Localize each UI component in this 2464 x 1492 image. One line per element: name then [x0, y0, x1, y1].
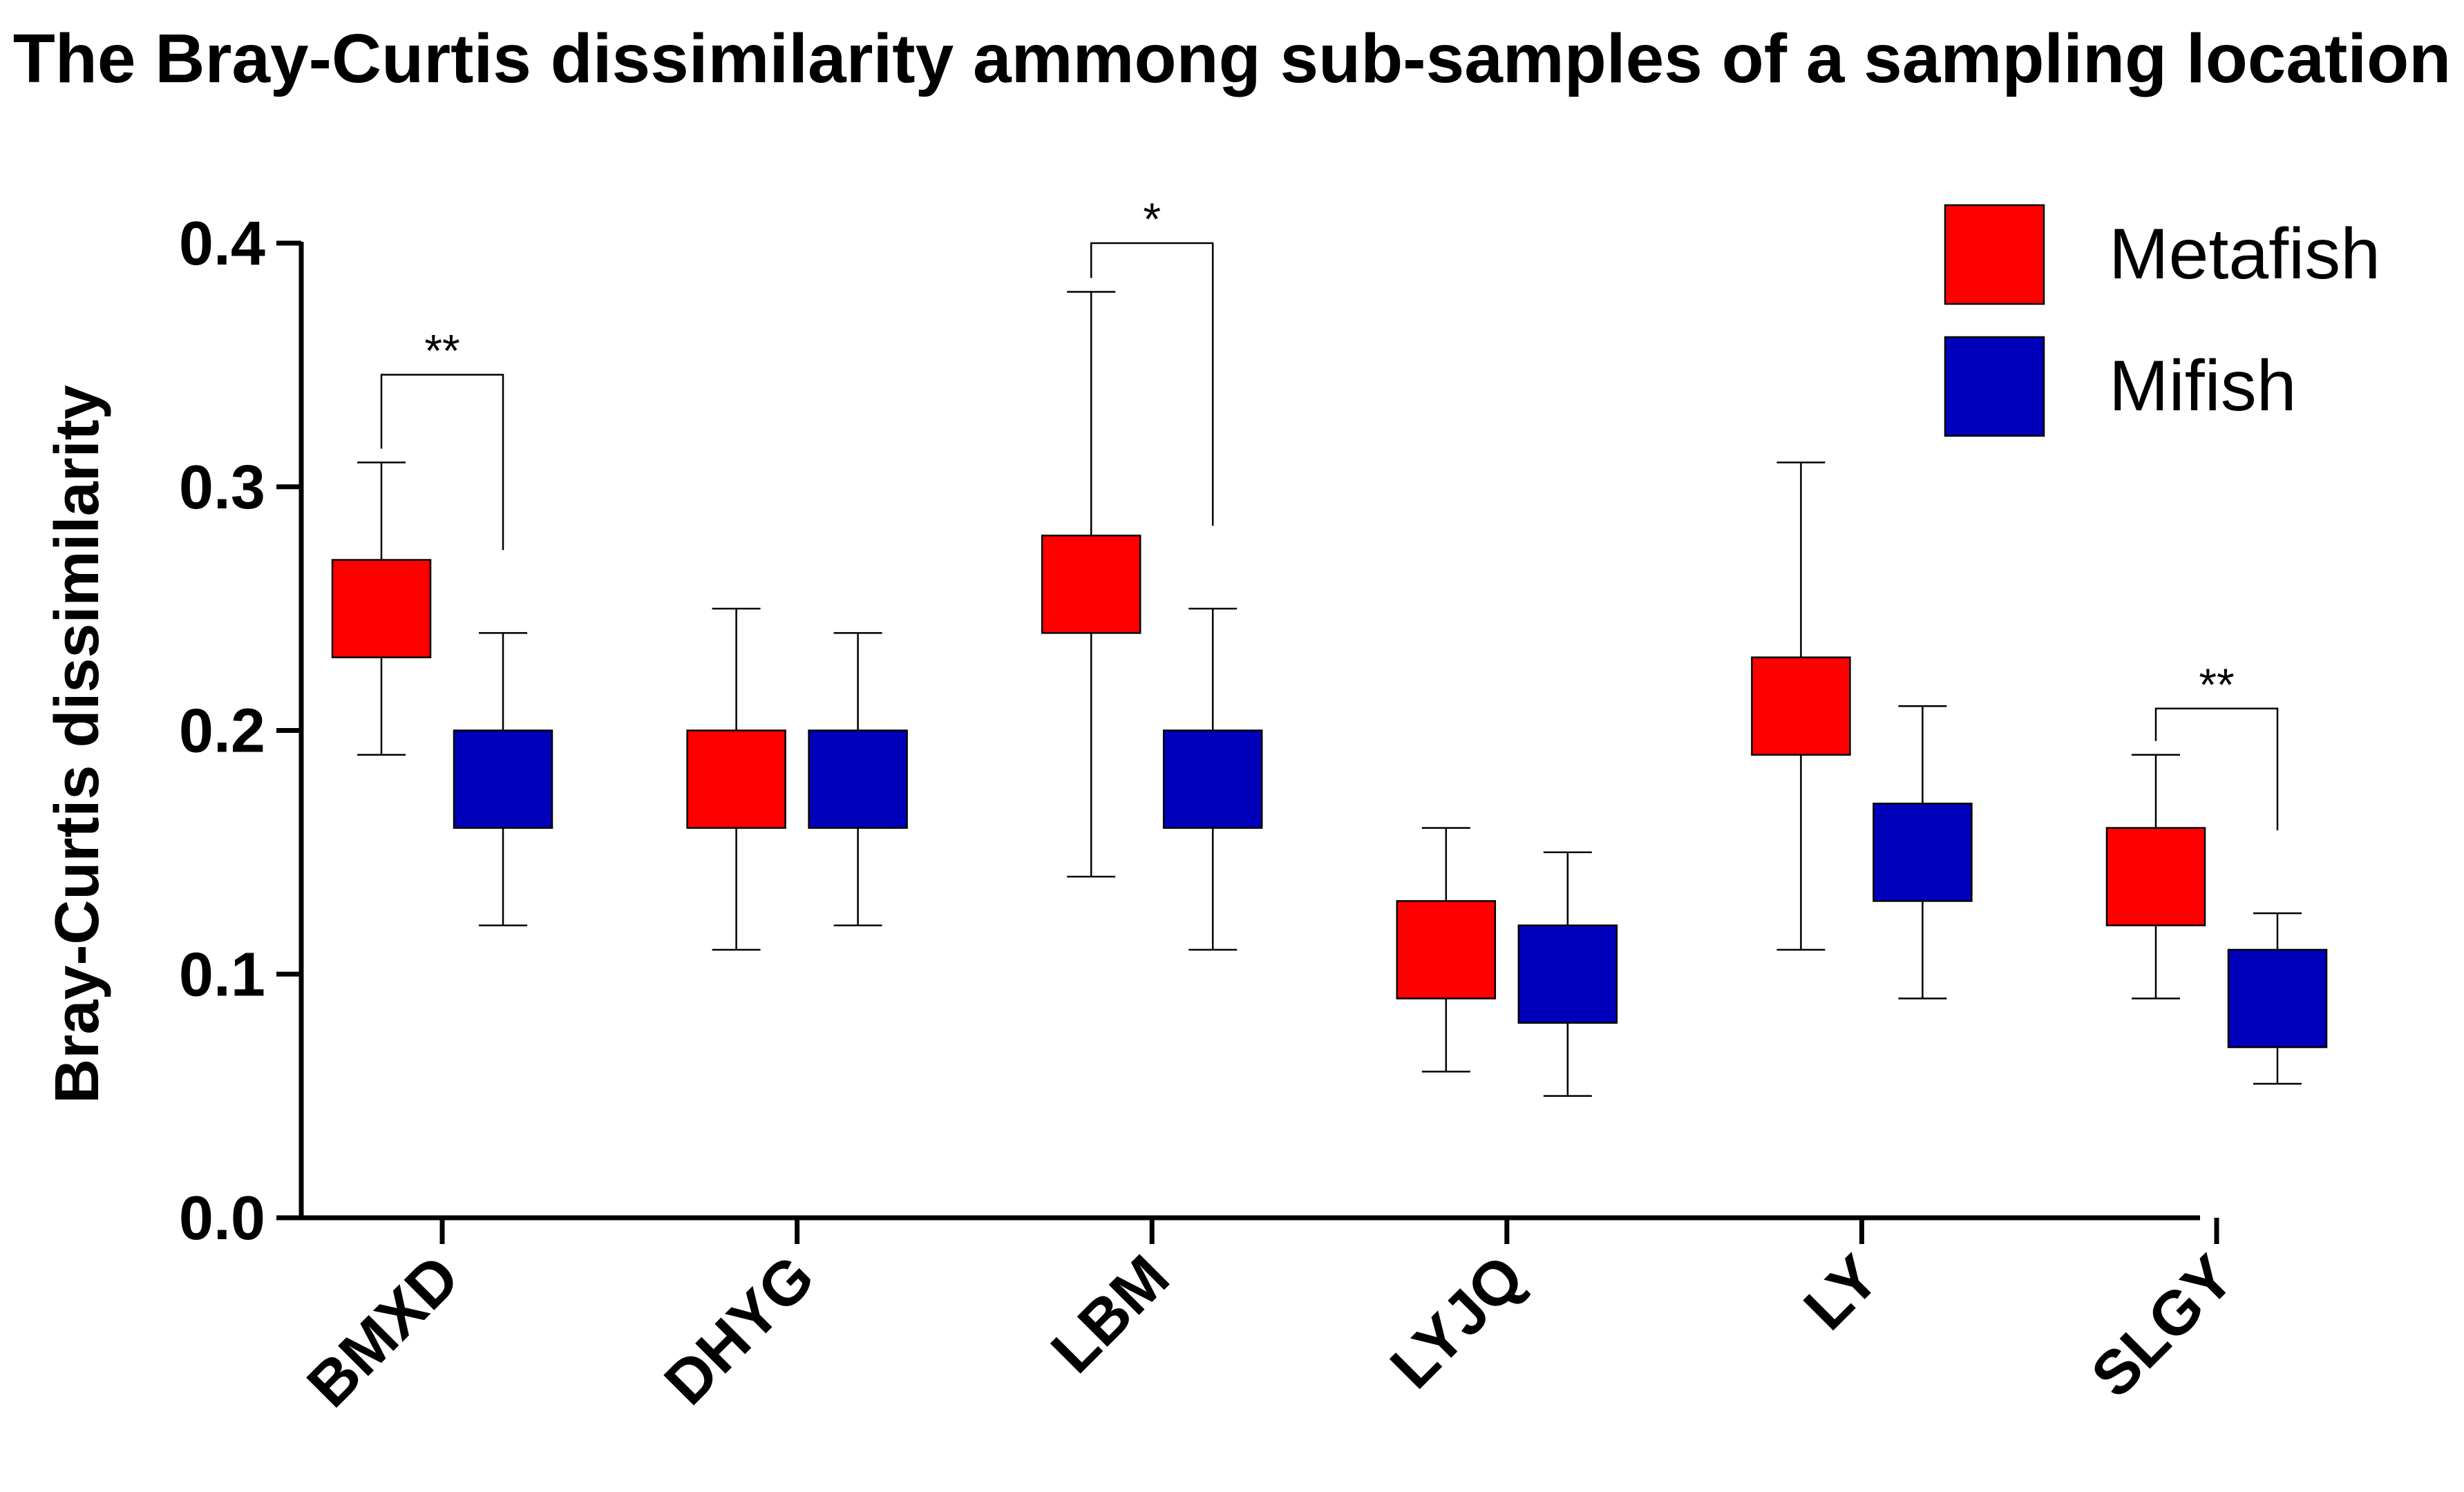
significance-bmxd: **: [380, 325, 504, 551]
x-tick-label: LBM: [1039, 1242, 1183, 1386]
box: [2105, 827, 2206, 926]
y-tick-label: 0.4: [179, 209, 265, 278]
significance-label: **: [424, 325, 459, 376]
box-mifish-dhyg: [808, 632, 908, 926]
box: [331, 559, 432, 658]
significance-bracket: [2154, 707, 2279, 831]
box-metafish-bmxd: [331, 461, 432, 756]
box-series: [331, 291, 2328, 1097]
significance-lbm: *: [1090, 193, 1214, 526]
legend-label-mifish: Mifish: [2109, 346, 2297, 426]
box: [2227, 948, 2328, 1049]
box: [1041, 535, 1141, 634]
box: [1873, 803, 1973, 902]
box-mifish-ly: [1873, 705, 1973, 1000]
box-metafish-lyjq: [1396, 827, 1497, 1073]
y-tick-label: 0.1: [179, 940, 265, 1009]
significance-label: *: [1143, 193, 1161, 245]
box: [1396, 900, 1497, 1000]
box: [808, 729, 908, 829]
box: [1517, 924, 1618, 1024]
y-tick-label: 0.2: [179, 697, 265, 766]
significance-label: **: [2199, 659, 2234, 710]
legend-label-metafish: Metafish: [2109, 214, 2380, 294]
x-tick-label: BMXD: [294, 1242, 473, 1420]
box: [1162, 729, 1263, 829]
y-tick-label: 0.0: [179, 1184, 265, 1253]
box: [1751, 656, 1851, 756]
box-metafish-lbm: [1041, 291, 1141, 878]
x-tick-label: SLGY: [2078, 1242, 2247, 1410]
box-mifish-lbm: [1162, 607, 1263, 951]
box-mifish-slgy: [2227, 912, 2328, 1085]
box-mifish-lyjq: [1517, 851, 1618, 1097]
box: [453, 729, 553, 829]
y-axis-label: Bray-Curtis dissimilarity: [43, 385, 112, 1103]
legend: Metafish Mifish: [1944, 204, 2380, 437]
x-tick-label: LY: [1791, 1242, 1892, 1343]
significance-bracket: [380, 374, 504, 551]
x-tick-label: DHYG: [652, 1242, 828, 1418]
chart-title: The Bray-Curtis dissimilarity ammong sub…: [12, 20, 2452, 97]
legend-swatch-mifish: [1944, 336, 2045, 437]
significance-slgy: **: [2154, 659, 2279, 831]
box-metafish-slgy: [2105, 754, 2206, 1000]
legend-swatch-metafish: [1944, 204, 2045, 305]
box-mifish-bmxd: [453, 632, 553, 926]
box-metafish-ly: [1751, 461, 1851, 951]
box-metafish-dhyg: [686, 607, 786, 951]
significance-bracket: [1090, 242, 1214, 526]
box: [686, 729, 786, 829]
x-tick-label: LYJQ: [1378, 1242, 1537, 1402]
y-tick-label: 0.3: [179, 453, 265, 522]
significance-annotations: *****: [380, 193, 2279, 831]
